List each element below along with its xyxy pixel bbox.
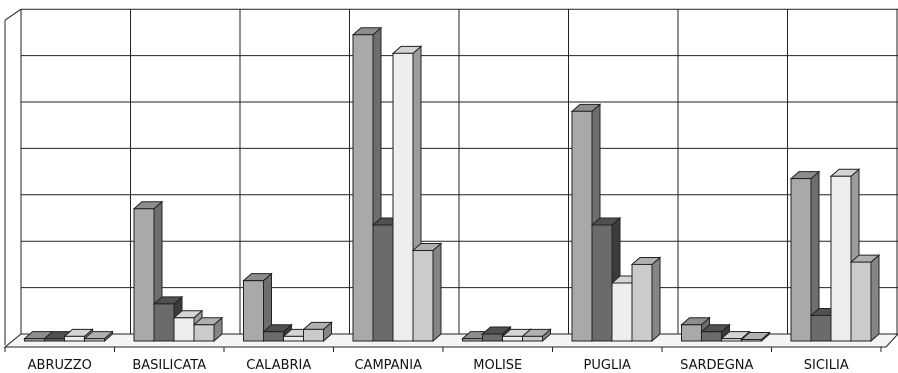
x-tick-label: CAMPANIA: [354, 358, 422, 373]
bar-front-face: [84, 338, 105, 342]
bar-front-face: [412, 250, 434, 342]
bar: [849, 254, 881, 343]
side-wall-top-edge: [4, 8, 22, 21]
bar-front-face: [352, 34, 374, 342]
bar-front-face: [303, 328, 324, 342]
bar-front-face: [44, 338, 65, 342]
bar: [630, 256, 662, 343]
x-tick-label: SARDEGNA: [680, 358, 753, 373]
bar-front-face: [591, 224, 613, 342]
bar: [192, 316, 224, 343]
bar-front-face: [810, 314, 832, 342]
x-tick-label: BASILICATA: [132, 358, 206, 373]
bar-front-face: [133, 208, 155, 342]
bar-front-face: [462, 338, 483, 342]
bar-front-face: [153, 303, 175, 342]
bar: [83, 330, 114, 343]
x-axis: [4, 346, 886, 352]
bar-side-face: [870, 254, 880, 343]
bar-front-face: [830, 175, 852, 342]
bar-front-face: [571, 110, 593, 342]
bar-front-face: [64, 335, 85, 342]
bar-front-face: [741, 339, 762, 342]
bar-front-face: [392, 52, 414, 342]
bar-front-face: [263, 331, 284, 342]
bar-front-face: [790, 178, 812, 342]
x-tick-label: PUGLIA: [584, 358, 632, 373]
bar-front-face: [611, 282, 633, 342]
bar-front-face: [522, 335, 543, 342]
bar-front-face: [193, 324, 215, 342]
x-tick-label: ABRUZZO: [28, 358, 92, 373]
bar-front-face: [701, 331, 722, 342]
bar-front-face: [243, 280, 264, 342]
bar: [700, 323, 731, 343]
bar-side-face: [651, 256, 661, 343]
x-tick-label: MOLISE: [473, 358, 522, 373]
chart-bars: [23, 26, 881, 343]
chart-grid: [3, 8, 898, 348]
bar: [411, 242, 443, 343]
bar: [521, 328, 552, 343]
bar-front-face: [372, 224, 394, 342]
bar: [740, 331, 771, 343]
bar-front-face: [681, 324, 702, 342]
bar-front-face: [24, 338, 45, 342]
x-tick-labels: ABRUZZO BASILICATA CALABRIA CAMPANIA MOLISE P…: [28, 358, 849, 373]
bar-front-face: [482, 333, 503, 342]
bar-front-face: [631, 263, 653, 342]
bar-front-face: [850, 261, 872, 342]
bar-front-face: [283, 335, 304, 342]
x-tick-label: CALABRIA: [246, 358, 311, 373]
bar-front-face: [721, 338, 742, 342]
x-tick-label: SICILIA: [804, 358, 849, 373]
bar: [302, 321, 333, 343]
bar-front-face: [502, 335, 523, 342]
bar-side-face: [432, 242, 442, 343]
bar: [242, 272, 273, 343]
bar-front-face: [173, 317, 195, 342]
